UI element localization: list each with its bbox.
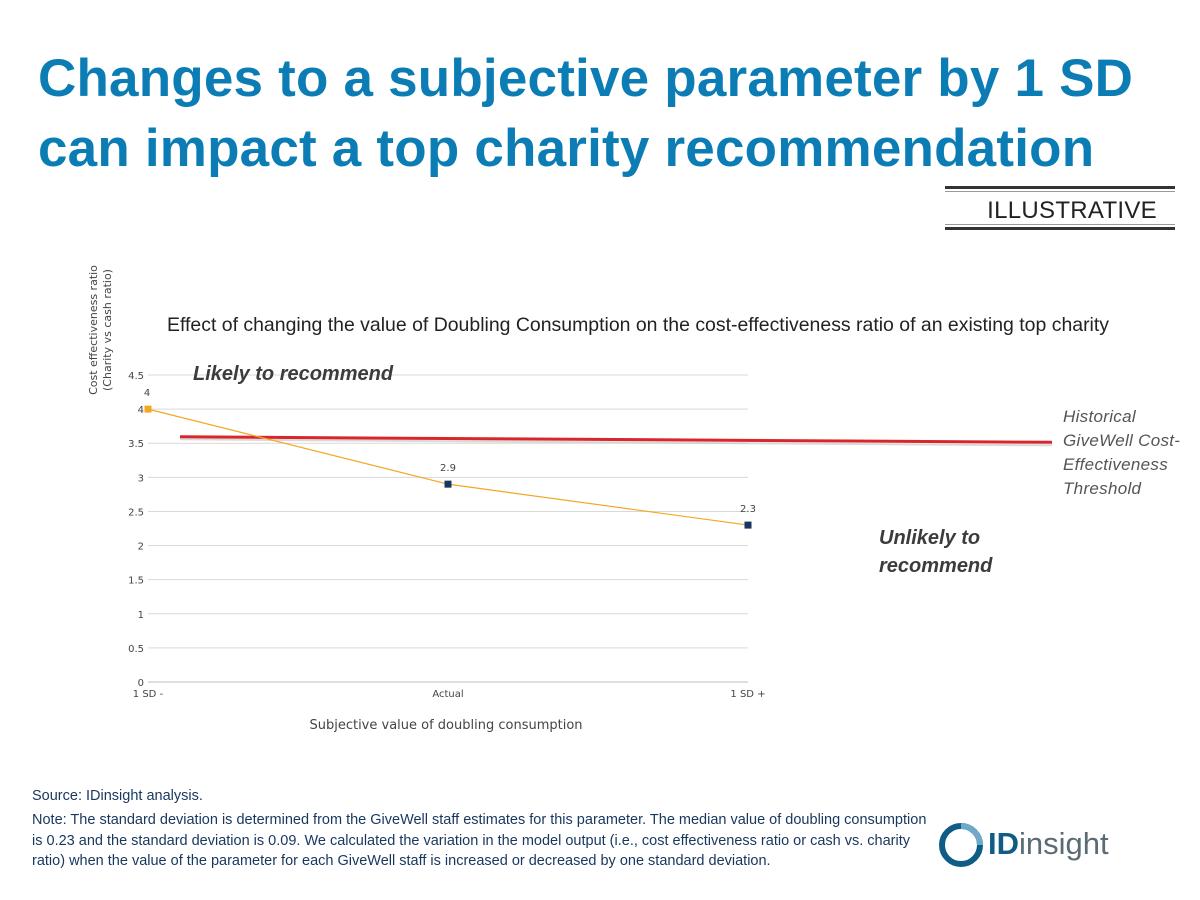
data-label: 4 (144, 388, 150, 399)
threshold-label: Historical GiveWell Cost-Effectiveness T… (1063, 407, 1181, 498)
chart-text: 00.511.522.533.544.51 SD - Actual 1 SD +Ef… (87, 265, 1109, 733)
likely-to-recommend-annotation: Likely to recommend (193, 363, 394, 385)
idinsight-logo-wordmark: IDinsight (988, 826, 1109, 862)
y-tick-label: 2.5 (128, 507, 144, 518)
chart-series (144, 405, 752, 529)
y-tick-label: 3.5 (128, 439, 144, 450)
chart-title: Effect of changing the value of Doubling… (167, 314, 1109, 336)
unlikely-to-recommend-annotation: Unlikely to recommend (879, 527, 993, 577)
data-point-marker (144, 405, 152, 413)
data-label: 2.9 (440, 463, 456, 474)
y-tick-label: 1.5 (128, 576, 144, 587)
x-tick-label: 1 SD + (730, 689, 765, 700)
y-tick-label: 0 (138, 678, 144, 689)
x-tick-label: 1 SD - (133, 689, 164, 700)
y-tick-label: 2 (138, 542, 144, 553)
y-axis-label: Cost effectiveness ratio (87, 265, 100, 395)
logo-rest-text: insight (1019, 826, 1109, 861)
threshold-line-group (179, 435, 1053, 447)
threshold-line-shadow (179, 438, 1053, 447)
x-tick-label: Actual (432, 689, 463, 700)
source-text: Source: IDinsight analysis. (32, 788, 203, 804)
logo-bold-text: ID (988, 826, 1019, 861)
chart-gridlines (148, 374, 748, 683)
data-point-marker (744, 521, 752, 529)
note-text: Note: The standard deviation is determin… (32, 812, 927, 869)
y-tick-label: 4.5 (128, 371, 144, 382)
y-axis-label: (Charity vs cash ratio) (101, 269, 114, 391)
y-tick-label: 1 (138, 610, 144, 621)
y-tick-label: 3 (138, 473, 144, 484)
illustrative-badge: ILLUSTRATIVE (945, 186, 1175, 230)
page-title: Changes to a subjective parameter by 1 S… (38, 49, 1134, 178)
illustrative-badge-label: ILLUSTRATIVE (987, 197, 1157, 224)
threshold-line (179, 435, 1053, 444)
idinsight-logo-icon (939, 823, 983, 867)
y-tick-label: 0.5 (128, 644, 144, 655)
idinsight-logo: IDinsight (938, 820, 1138, 870)
data-label: 2.3 (740, 504, 756, 515)
x-axis-label: Subjective value of doubling consumption (309, 718, 582, 733)
data-point-marker (444, 480, 452, 488)
y-tick-label: 4 (138, 405, 144, 416)
